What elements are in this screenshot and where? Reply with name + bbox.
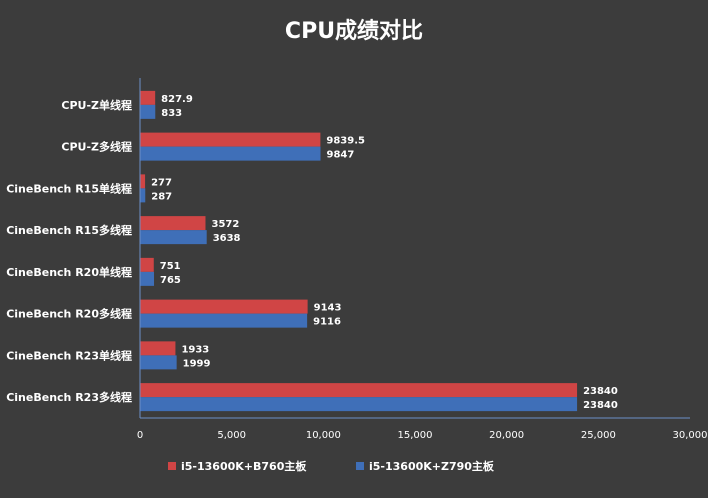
x-tick-label: 20,000 <box>489 430 524 441</box>
category-label: CPU-Z单线程 <box>61 98 132 112</box>
bar-b760 <box>140 257 154 272</box>
data-label: 827.9 <box>161 94 193 105</box>
legend: i5-13600K+B760主板 i5-13600K+Z790主板 <box>168 459 495 473</box>
data-label: 277 <box>151 177 172 188</box>
bar-b760 <box>140 341 176 356</box>
bar-z790 <box>140 230 207 245</box>
data-label: 287 <box>151 191 172 202</box>
data-label: 9839.5 <box>326 136 365 147</box>
category-label: CineBench R20单线程 <box>6 265 132 279</box>
x-tick-label: 25,000 <box>581 430 616 441</box>
bar-z790 <box>140 188 146 203</box>
category-label: CineBench R20多线程 <box>6 307 132 321</box>
chart-title: CPU成绩对比 <box>285 18 423 44</box>
bar-b760 <box>140 383 578 398</box>
bar-b760 <box>140 90 156 105</box>
plot-area: CPU-Z单线程 827.9 833 CPU-Z多线程 9839.5 9847 CineBe… <box>6 78 708 441</box>
bar-z790 <box>140 271 155 286</box>
bar-b760 <box>140 174 146 189</box>
data-label: 9116 <box>313 317 341 328</box>
data-label: 751 <box>160 261 181 272</box>
x-tick-label: 5,000 <box>217 430 246 441</box>
data-label: 23840 <box>583 400 618 411</box>
bar-z790 <box>140 397 578 412</box>
bar-b760 <box>140 216 206 231</box>
bar-b760 <box>140 299 308 314</box>
x-tick-label: 15,000 <box>398 430 433 441</box>
data-label: 9847 <box>327 150 355 161</box>
x-tick-label: 10,000 <box>306 430 341 441</box>
data-label: 765 <box>160 275 181 286</box>
category-label: CineBench R23单线程 <box>6 348 132 362</box>
data-label: 3638 <box>213 233 241 244</box>
legend-label: i5-13600K+Z790主板 <box>369 459 495 473</box>
legend-label: i5-13600K+B760主板 <box>181 459 307 473</box>
legend-swatch <box>356 462 364 470</box>
bar-z790 <box>140 355 177 370</box>
category-label: CineBench R15多线程 <box>6 223 132 237</box>
bar-b760 <box>140 132 321 147</box>
data-label: 833 <box>161 108 182 119</box>
data-label: 9143 <box>314 303 342 314</box>
category-label: CineBench R15单线程 <box>6 181 132 195</box>
legend-swatch <box>168 462 176 470</box>
bar-z790 <box>140 104 156 119</box>
x-tick-label: 0 <box>137 430 143 441</box>
bar-z790 <box>140 146 321 161</box>
bar-z790 <box>140 313 308 328</box>
category-label: CineBench R23多线程 <box>6 390 132 404</box>
data-label: 3572 <box>211 219 239 230</box>
data-label: 1999 <box>183 358 211 369</box>
data-label: 1933 <box>181 344 209 355</box>
x-tick-label: 30,000 <box>673 430 708 441</box>
category-label: CPU-Z多线程 <box>61 140 132 154</box>
data-label: 23840 <box>583 386 618 397</box>
